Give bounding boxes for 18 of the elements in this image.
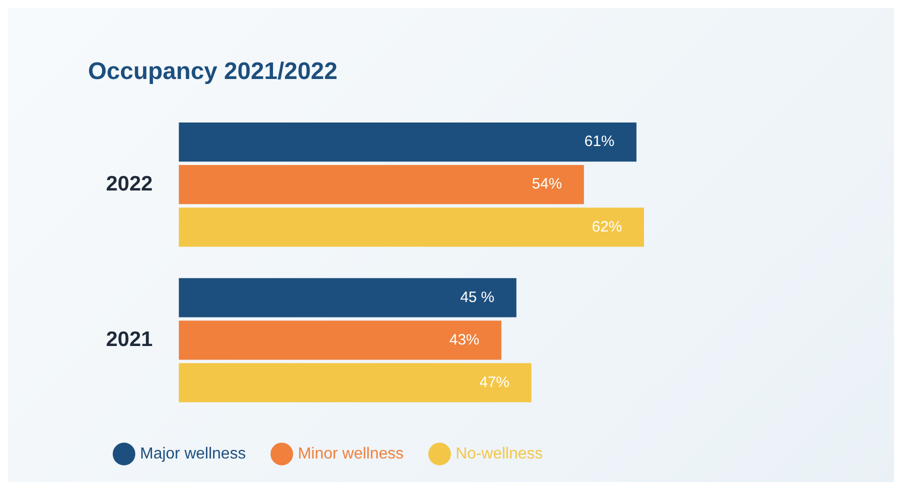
data-label: 45 % [460,288,494,306]
bar [178,208,644,247]
data-label: 54% [532,176,562,193]
chart-title: Occupancy 2021/2022 [88,58,338,86]
data-label: 62% [592,218,622,236]
data-label: 61% [584,133,614,150]
legend-label: Major wellness [140,445,246,462]
legend-label: Minor wellness [298,445,404,462]
bar [178,122,636,162]
bar [178,278,516,318]
data-label: 43% [449,331,480,348]
y-tick-label: 2021 [106,328,154,351]
y-tick-label: 2022 [106,172,153,196]
bar [178,363,532,402]
data-label: 47% [479,374,510,391]
bar [178,320,502,360]
bar [178,165,584,204]
legend-label: No-wellness [456,445,543,462]
